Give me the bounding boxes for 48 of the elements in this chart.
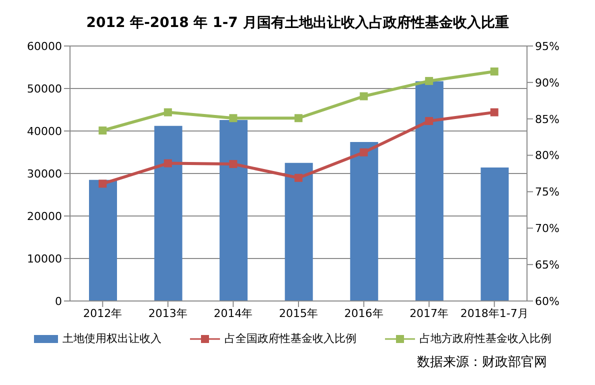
legend-label: 占全国政府性基金收入比例	[224, 331, 356, 346]
y-tick-label: 20000	[27, 210, 62, 223]
point	[490, 68, 498, 76]
y2-tick-label: 75%	[535, 186, 560, 199]
point	[164, 108, 172, 116]
bar	[350, 142, 378, 301]
legend-label: 占地方政府性基金收入比例	[420, 331, 552, 346]
x-tick-label: 2012年	[83, 306, 122, 320]
y2-tick-label: 60%	[535, 294, 560, 308]
bar	[220, 120, 248, 301]
x-tick-label: 2013年	[148, 306, 188, 320]
point	[360, 148, 368, 156]
point	[294, 174, 302, 182]
point	[229, 160, 238, 168]
y2-tick-label: 80%	[535, 149, 560, 162]
bar	[284, 162, 313, 301]
y2-tick-label: 95%	[535, 40, 560, 53]
y-tick-label: 10000	[27, 252, 62, 266]
bar	[415, 81, 444, 301]
x-tick-label: 2015年	[279, 306, 318, 320]
x-tick-label: 2017年	[410, 306, 449, 320]
bar	[480, 168, 509, 301]
y-tick-label: 50000	[27, 82, 62, 96]
point	[229, 114, 238, 122]
chart-title: 2012 年-2018 年 1-7 月国有土地出让收入占政府性基金收入比重	[85, 14, 510, 33]
x-tick-label: 2016年	[344, 306, 384, 320]
y2-tick-label: 70%	[535, 222, 560, 236]
point	[360, 92, 368, 100]
x-tick-label: 2014年	[214, 306, 253, 320]
bar	[89, 180, 117, 301]
legend-label: 土地使用权出让收入	[62, 331, 162, 346]
point	[425, 117, 434, 126]
point	[98, 180, 107, 188]
source-note: 数据来源：财政部官网	[417, 354, 547, 371]
point	[294, 114, 302, 122]
point	[164, 159, 172, 168]
x-tick-label: 2018年1-7月	[460, 306, 528, 320]
y2-tick-label: 65%	[535, 258, 560, 272]
y-tick-label: 40000	[27, 124, 62, 138]
y2-tick-label: 90%	[535, 76, 560, 90]
y-tick-label: 60000	[27, 40, 62, 53]
bar	[154, 126, 182, 301]
point	[425, 76, 434, 85]
y-tick-label: 30000	[27, 167, 62, 180]
point	[490, 108, 498, 116]
y-tick-label: 0	[55, 294, 62, 308]
y2-tick-label: 85%	[535, 112, 560, 126]
point	[98, 126, 107, 135]
